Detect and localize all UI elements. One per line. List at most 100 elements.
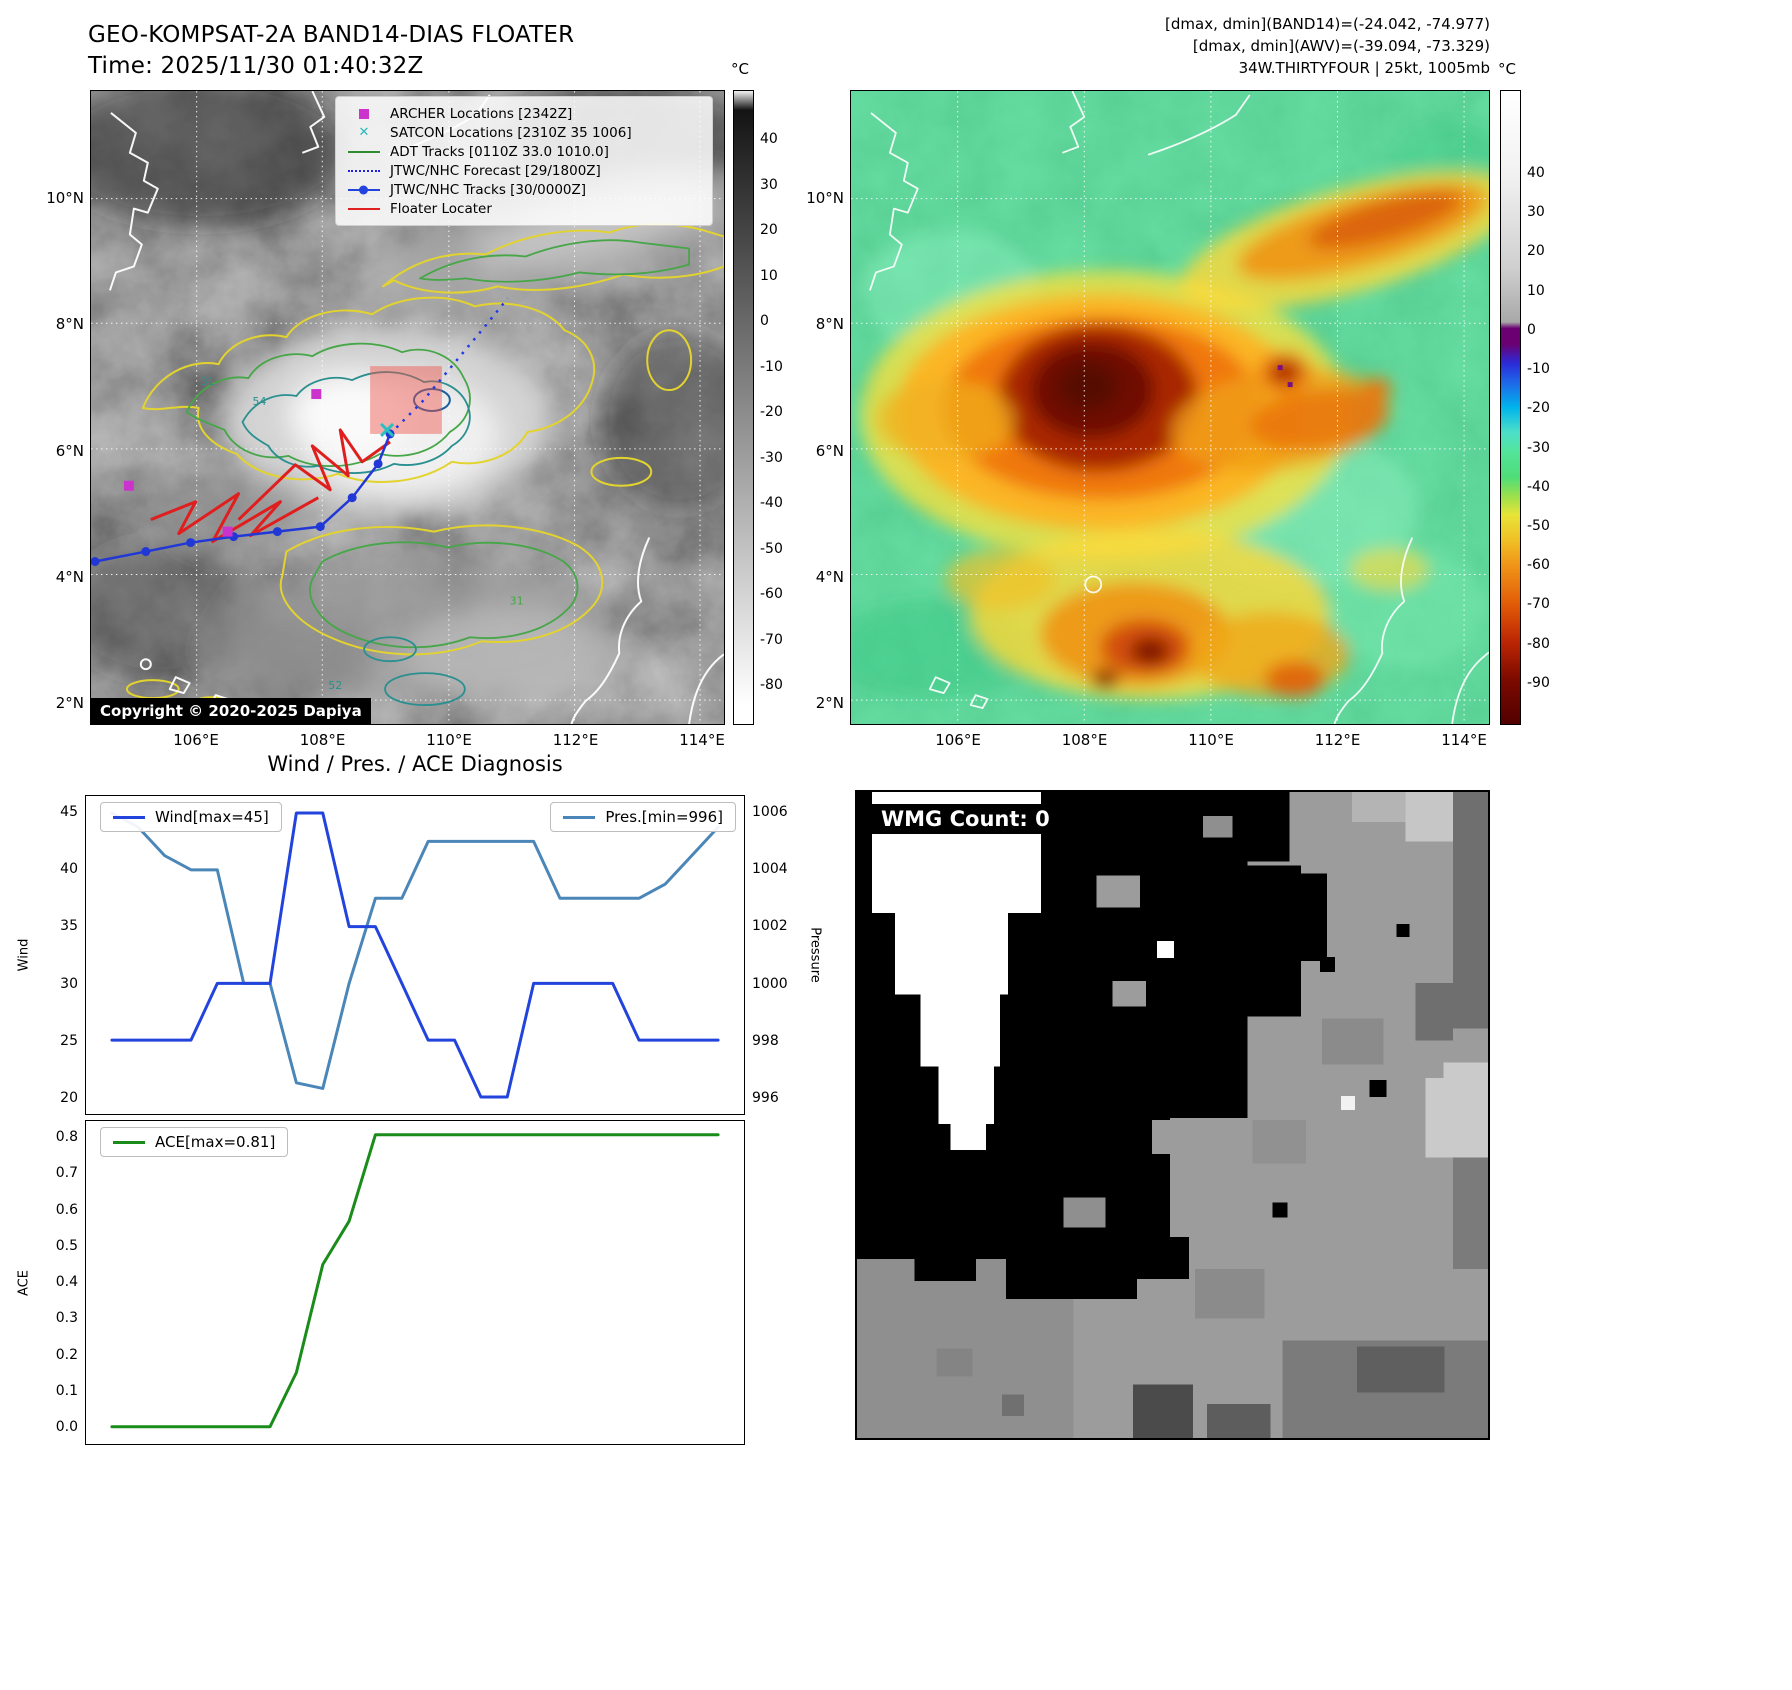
- colorbar-tick-label: -40: [760, 495, 783, 511]
- legend-marker-icon: [346, 182, 382, 198]
- page-title: GEO-KOMPSAT-2A BAND14-DIAS FLOATER: [88, 22, 575, 48]
- wind-pressure-plot: [110, 811, 720, 1099]
- ace-tick-label: 0.4: [55, 1274, 78, 1290]
- floater-track: [150, 428, 391, 544]
- wind-tick-label: 30: [60, 975, 78, 992]
- awv-lat-axis: 10°N 8°N 6°N 4°N 2°N: [796, 189, 844, 712]
- colorbar-tick-label: 10: [1527, 282, 1545, 299]
- wind-legend-label: Wind[max=45]: [155, 808, 269, 826]
- legend-item: JTWC/NHC Tracks [30/0000Z]: [346, 180, 702, 199]
- lon-tick-label: 106°E: [173, 731, 219, 749]
- colorbar-tick-label: -60: [1527, 557, 1550, 574]
- ace-tick-label: 0.3: [55, 1310, 78, 1327]
- lat-tick-label: 8°N: [55, 315, 84, 334]
- lat-tick-label: 10°N: [806, 189, 844, 207]
- ace-tick-label: 0.8: [55, 1129, 78, 1145]
- lon-tick-label: 108°E: [299, 731, 346, 749]
- wind-axis-ticks: 45 40 35 30 25 20: [36, 803, 78, 1107]
- colorbar-tick-label: -20: [760, 404, 783, 420]
- wind-tick-label: 40: [60, 861, 78, 878]
- ace-plot: [110, 1133, 720, 1429]
- legend-item-label: JTWC/NHC Forecast [29/1800Z]: [390, 162, 601, 179]
- lat-tick-label: 8°N: [815, 315, 844, 334]
- wind-tick-label: 25: [60, 1032, 78, 1049]
- lat-tick-label: 6°N: [815, 441, 844, 460]
- legend-marker-icon: [346, 125, 382, 141]
- lon-tick-label: 106°E: [935, 731, 981, 749]
- lat-tick-label: 4°N: [55, 567, 84, 586]
- legend-item: SATCON Locations [2310Z 35 1006]: [346, 123, 702, 142]
- colorbar-tick-label: 20: [1527, 243, 1545, 260]
- colorbar-tick-label: 20: [760, 222, 778, 238]
- colorbar-tick-label: -30: [760, 449, 783, 466]
- copyright-label: Copyright © 2020-2025 Dapiya: [91, 698, 371, 724]
- ace-legend: ACE[max=0.81]: [100, 1127, 289, 1157]
- pressure-tick-label: 996: [752, 1089, 779, 1106]
- header-info-line: [dmax, dmin](BAND14)=(-24.042, -74.977): [1165, 15, 1490, 33]
- satcon-location: [380, 422, 395, 437]
- legend-marker-icon: [346, 106, 382, 122]
- ace-line-sample: [113, 1140, 145, 1144]
- band14-lat-axis: 10°N 8°N 6°N 4°N 2°N: [36, 189, 84, 712]
- lon-tick-label: 112°E: [552, 731, 599, 749]
- contour-label: 31: [201, 375, 215, 388]
- colorbar-tick-label: 40: [1527, 165, 1545, 181]
- legend-item-label: Floater Locater: [390, 200, 492, 217]
- lon-tick-label: 110°E: [1188, 731, 1234, 749]
- colorbar-tick-label: 10: [760, 267, 778, 284]
- pressure-tick-label: 1000: [752, 975, 788, 992]
- contour-label: 31: [510, 594, 524, 607]
- temperature-field: [851, 120, 1489, 700]
- floater-locater-box: [370, 366, 442, 434]
- pressure-axis-label: Pressure: [807, 927, 823, 983]
- legend-item: Floater Locater: [346, 199, 702, 218]
- legend-item-label: SATCON Locations [2310Z 35 1006]: [390, 124, 632, 141]
- contours-green: [185, 239, 691, 649]
- colorbar-tick-label: -90: [1527, 674, 1550, 691]
- lon-tick-label: 112°E: [1314, 731, 1361, 749]
- diagnosis-title: Wind / Pres. / ACE Diagnosis: [267, 752, 563, 776]
- lat-tick-label: 10°N: [46, 189, 84, 207]
- band14-map-panel: 31 54 31 52: [90, 90, 725, 725]
- colorbar-tick-label: 0: [1527, 321, 1536, 338]
- pressure-legend: Pres.[min=996]: [550, 802, 736, 832]
- header-info-line: 34W.THIRTYFOUR | 25kt, 1005mb: [1238, 58, 1490, 77]
- colorbar-tick-label: -50: [1527, 517, 1550, 534]
- colorbar-tick-label: -10: [760, 358, 783, 375]
- ace-tick-label: 0.5: [55, 1237, 78, 1254]
- ace-axis-ticks: 0.8 0.7 0.6 0.5 0.4 0.3 0.2 0.1 0.0: [36, 1128, 78, 1436]
- jtwc-forecast-line: [389, 297, 509, 435]
- awv-satellite-image: [851, 91, 1489, 724]
- ace-tick-label: 0.1: [55, 1382, 78, 1399]
- ace-tick-label: 0.6: [55, 1201, 78, 1218]
- purple-speckles: [1277, 365, 1293, 388]
- pressure-tick-label: 1006: [752, 804, 788, 820]
- ace-axis-label: ACE: [16, 1270, 32, 1296]
- jtwc-track: [91, 297, 509, 566]
- colorbar-tick-label: -40: [1527, 478, 1550, 495]
- inner-contour: [412, 388, 451, 412]
- ace-tick-label: 0.7: [55, 1165, 78, 1182]
- colorbar-tick-label: 30: [1527, 204, 1545, 221]
- lon-tick-label: 110°E: [426, 731, 472, 749]
- ace-tick-label: 0.2: [55, 1346, 78, 1363]
- wind-line-sample: [113, 815, 145, 819]
- pressure-tick-label: 1002: [752, 918, 788, 935]
- legend-item-label: ADT Tracks [0110Z 33.0 1010.0]: [390, 143, 609, 160]
- colorbar-tick-label: -80: [760, 677, 783, 693]
- awv-lon-axis: 106°E 108°E 110°E 112°E 114°E: [913, 731, 1509, 749]
- legend-item: ADT Tracks [0110Z 33.0 1010.0]: [346, 142, 702, 161]
- legend-item-label: ARCHER Locations [2342Z]: [390, 105, 573, 122]
- awv-colorbar-ticks: 40 30 20 10 0 -10 -20 -30 -40 -50 -60 -70 -80 -90: [1527, 164, 1565, 692]
- colorbar-tick-label: -80: [1527, 635, 1550, 652]
- wind-tick-label: 45: [60, 804, 78, 820]
- contour-label: 54: [252, 395, 266, 408]
- wind-tick-label: 20: [60, 1089, 78, 1106]
- pressure-tick-label: 1004: [752, 861, 788, 878]
- colorbar-tick-label: -10: [1527, 361, 1550, 378]
- lon-tick-label: 108°E: [1061, 731, 1108, 749]
- colorbar-tick-label: -60: [760, 586, 783, 602]
- wmg-gray-patches: [936, 815, 1445, 1438]
- colorbar-tick-label: 40: [760, 131, 778, 147]
